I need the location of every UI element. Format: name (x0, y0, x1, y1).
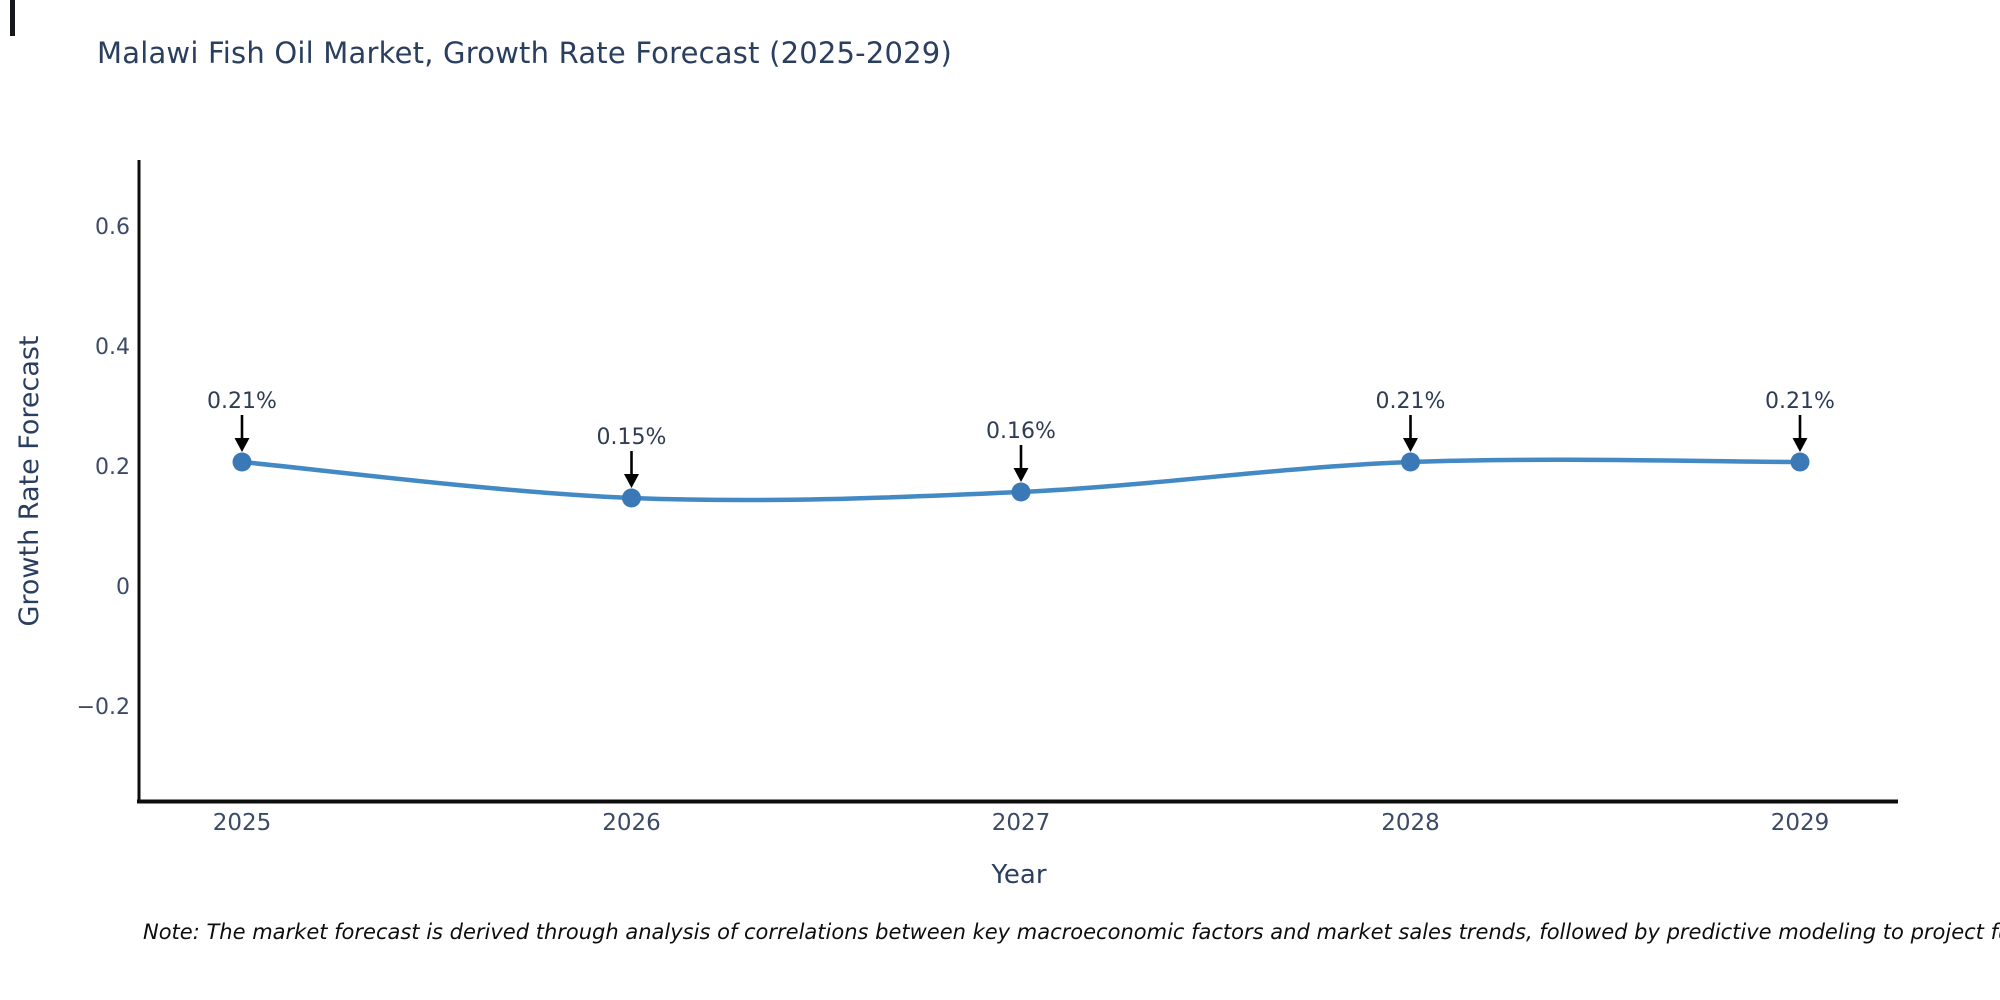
x-tick-2028: 2028 (1381, 810, 1440, 836)
screen-edge-artifact (10, 0, 15, 36)
annotation-label-2026: 0.15% (596, 425, 667, 450)
footnote: Note: The market forecast is derived thr… (143, 920, 2000, 944)
data-point-2029[interactable] (1790, 452, 1810, 472)
y-tick-−0.2: −0.2 (76, 695, 130, 720)
annotation-arrow-head (624, 474, 639, 488)
annotation-label-2029: 0.21% (1765, 389, 1835, 414)
annotation-arrow-head (1013, 468, 1029, 482)
x-axis-spine (137, 799, 1898, 804)
x-tick-2026: 2026 (602, 810, 661, 836)
x-axis-title: Year (991, 860, 1047, 890)
y-tick-0.2: 0.2 (95, 455, 130, 480)
annotation-label-2027: 0.16% (986, 419, 1056, 444)
y-tick-0: 0 (116, 575, 130, 600)
annotation-arrow-head (234, 438, 250, 452)
annotation-arrow-head (1792, 438, 1808, 452)
annotation-arrow-head (1403, 438, 1418, 452)
data-point-2028[interactable] (1401, 452, 1420, 472)
data-point-2026[interactable] (622, 488, 641, 508)
y-axis-spine (137, 160, 141, 803)
annotation-label-2028: 0.21% (1375, 389, 1446, 414)
y-tick-0.4: 0.4 (95, 335, 130, 360)
annotation-label-2025: 0.21% (207, 389, 277, 414)
x-tick-2029: 2029 (1770, 810, 1830, 836)
x-tick-2027: 2027 (991, 810, 1051, 836)
x-tick-2025: 2025 (212, 810, 272, 836)
chart-title: Malawi Fish Oil Market, Growth Rate Fore… (97, 36, 952, 70)
data-point-2027[interactable] (1011, 482, 1031, 502)
y-tick-0.6: 0.6 (95, 215, 130, 240)
data-point-2025[interactable] (232, 452, 252, 472)
